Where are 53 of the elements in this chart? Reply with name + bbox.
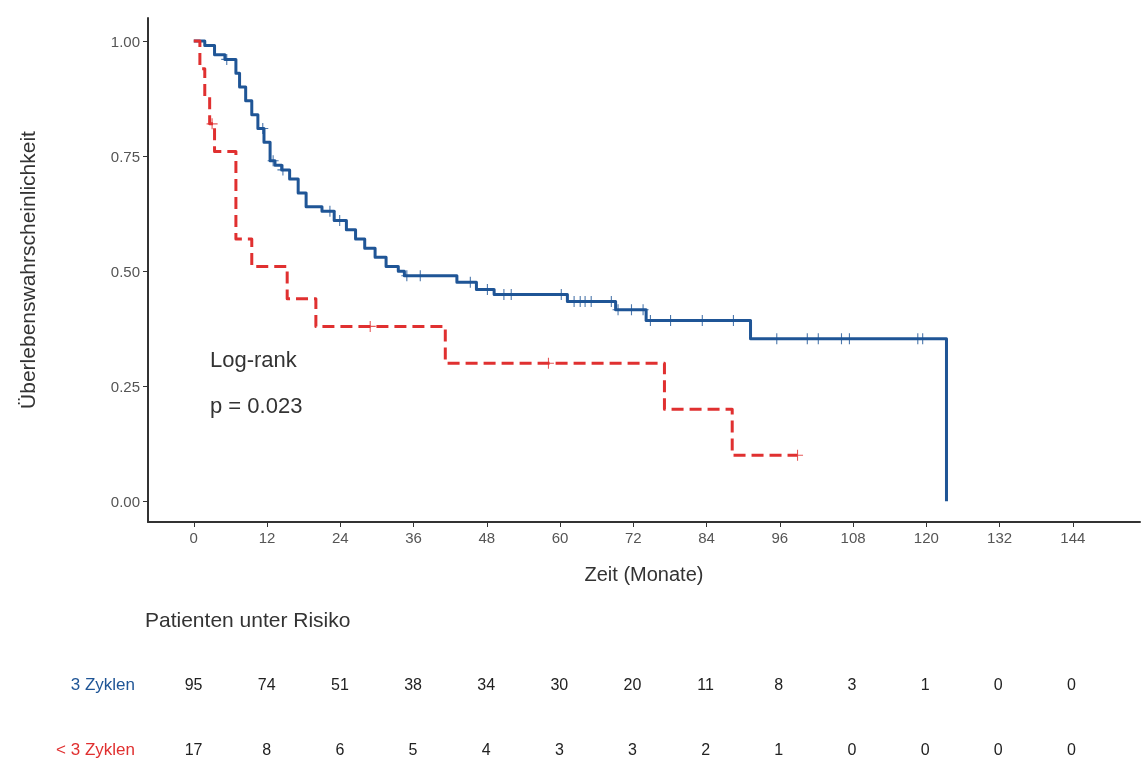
data-label: 0	[993, 741, 1003, 758]
x-tick-label: 0	[189, 529, 198, 546]
data-label: 34	[477, 676, 496, 693]
x-tick-label: 48	[478, 529, 496, 546]
y-tick-label: 0.50	[110, 262, 140, 280]
data-label: 1	[774, 741, 784, 758]
data-label: 0	[993, 676, 1003, 693]
data-label: 0	[1066, 676, 1076, 693]
data-label: 74	[257, 676, 276, 693]
x-tick-label: 72	[624, 529, 642, 546]
x-tick-label: 24	[331, 529, 349, 546]
data-label: 4	[481, 741, 491, 758]
x-tick-label: 12	[258, 529, 276, 546]
x-tick-label: 36	[405, 529, 422, 546]
annotation: p = 0.023	[210, 392, 303, 418]
data-label: 51	[330, 676, 349, 693]
data-label: 1	[920, 676, 930, 693]
point	[267, 155, 279, 167]
x-tick-label: 120	[913, 529, 939, 546]
data-label: 30	[550, 676, 569, 693]
data-label: 0	[920, 741, 930, 758]
y-tick-label: 0.00	[110, 492, 140, 510]
y-axis-title: Überlebenswahrscheinlichkeit	[16, 130, 39, 409]
chart-title: Patienten unter Risiko	[145, 608, 351, 631]
y-tick-label: < 3 Zyklen	[56, 740, 135, 759]
data-label: 20	[623, 676, 642, 693]
data-label: 17	[184, 741, 203, 758]
data-label: 11	[697, 676, 715, 693]
x-tick-label: 96	[771, 529, 789, 546]
x-tick-label: 60	[551, 529, 569, 546]
data-label: 3	[628, 741, 638, 758]
annotation: Log-rank	[210, 346, 298, 372]
y-tick-label: 3 Zyklen	[70, 675, 135, 694]
x-tick-label: 144	[1060, 529, 1086, 546]
data-label: 38	[404, 676, 423, 693]
data-label: 6	[335, 741, 345, 758]
data-label: 8	[262, 741, 272, 758]
data-label: 0	[847, 741, 857, 758]
x-tick-label: 108	[840, 529, 866, 546]
data-label: 3	[554, 741, 564, 758]
data-label: 0	[1066, 741, 1076, 758]
data-label: 5	[408, 741, 418, 758]
y-tick-label: 0.75	[110, 147, 140, 165]
data-label: 95	[184, 676, 203, 693]
x-tick-label: 132	[987, 529, 1013, 546]
data-label: 8	[774, 676, 784, 693]
x-tick-label: 84	[698, 529, 715, 546]
y-tick-label: 1.00	[110, 32, 140, 50]
y-tick-label: 0.25	[110, 377, 140, 395]
data-label: 2	[701, 741, 711, 758]
point	[206, 118, 218, 130]
data-label: 3	[847, 676, 857, 693]
x-axis-title: Zeit (Monate)	[584, 563, 704, 585]
